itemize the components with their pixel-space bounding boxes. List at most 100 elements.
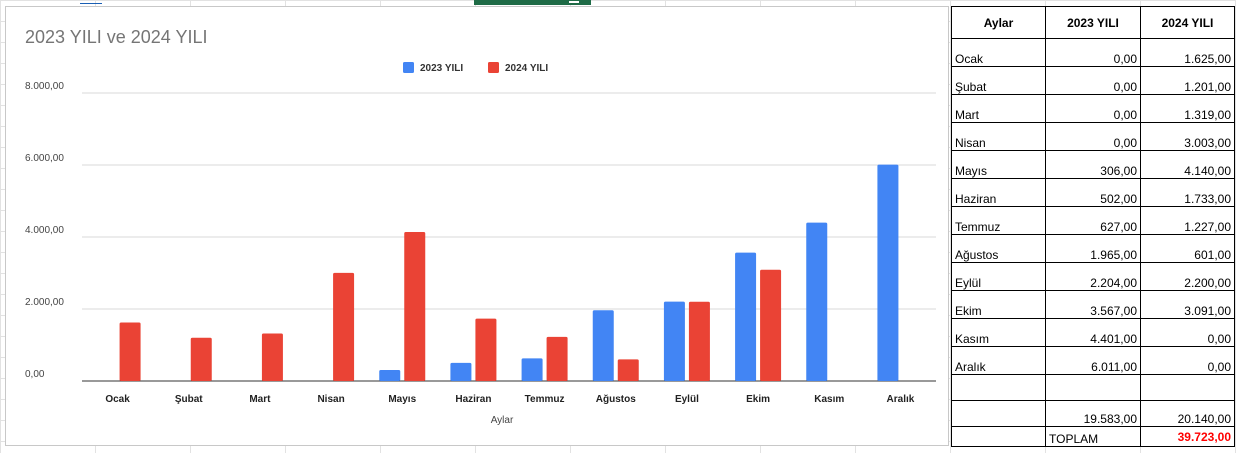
bar-2023-9[interactable] bbox=[735, 252, 757, 381]
bar-2023-8[interactable] bbox=[663, 301, 685, 381]
value-2023-cell[interactable]: 3.567,00 bbox=[1045, 290, 1141, 319]
x-category-label: Ekim bbox=[746, 394, 770, 405]
value-2023-cell[interactable]: 2.204,00 bbox=[1045, 262, 1141, 291]
bar-2023-11[interactable] bbox=[877, 164, 899, 381]
value-2024-cell[interactable]: 2.200,00 bbox=[1140, 262, 1235, 291]
value-2023-cell[interactable]: 0,00 bbox=[1045, 38, 1141, 67]
blank-cell[interactable] bbox=[1140, 374, 1235, 401]
bar-2024-0[interactable] bbox=[119, 322, 141, 382]
value-2024-cell[interactable]: 4.140,00 bbox=[1140, 150, 1235, 179]
value-2024-cell[interactable]: 1.319,00 bbox=[1140, 94, 1235, 123]
value-2023-cell[interactable]: 627,00 bbox=[1045, 206, 1141, 235]
value-2024-cell[interactable]: 3.091,00 bbox=[1140, 290, 1235, 319]
value-2023-cell[interactable]: 0,00 bbox=[1045, 66, 1141, 95]
sum-2024-cell[interactable]: 20.140,00 bbox=[1140, 400, 1235, 427]
data-table: Aylar 2023 YILI 2024 YILI Ocak 0,00 1.625,… bbox=[951, 6, 1235, 447]
toolbar-button-icon bbox=[568, 0, 580, 4]
header-2023[interactable]: 2023 YILI bbox=[1045, 6, 1141, 39]
x-category-label: Mayıs bbox=[388, 394, 416, 405]
x-axis-title: Aylar bbox=[491, 415, 514, 426]
blank-cell[interactable] bbox=[951, 374, 1046, 401]
table-row: Nisan 0,00 3.003,00 bbox=[951, 122, 1235, 151]
value-2023-cell[interactable]: 0,00 bbox=[1045, 94, 1141, 123]
bar-2024-1[interactable] bbox=[190, 337, 212, 381]
x-category-label: Ağustos bbox=[596, 394, 636, 405]
table-row: Şubat 0,00 1.201,00 bbox=[951, 66, 1235, 95]
bar-2024-3[interactable] bbox=[333, 272, 355, 381]
month-cell[interactable]: Eylül bbox=[951, 262, 1046, 291]
blank-cell[interactable] bbox=[1045, 374, 1141, 401]
month-cell[interactable]: Şubat bbox=[951, 66, 1046, 95]
value-2024-cell[interactable]: 1.733,00 bbox=[1140, 178, 1235, 207]
bar-2023-4[interactable] bbox=[379, 369, 401, 381]
x-axis-categories: Ocak Şubat Mart Nisan Mayıs Haziran Temmuz Ağus… bbox=[105, 394, 914, 405]
sum-row: 19.583,00 20.140,00 bbox=[951, 400, 1235, 427]
bar-2024-7[interactable] bbox=[617, 359, 639, 381]
value-2023-cell[interactable]: 1.965,00 bbox=[1045, 234, 1141, 263]
month-cell[interactable]: Mart bbox=[951, 94, 1046, 123]
bar-2023-7[interactable] bbox=[592, 310, 614, 381]
blank-row bbox=[951, 374, 1235, 401]
value-2024-cell[interactable]: 1.227,00 bbox=[1140, 206, 1235, 235]
total-empty-cell[interactable] bbox=[951, 426, 1046, 447]
table-body: Ocak 0,00 1.625,00 Şubat 0,00 1.201,00 Mart 0,0… bbox=[951, 38, 1235, 447]
month-cell[interactable]: Mayıs bbox=[951, 150, 1046, 179]
value-2024-cell[interactable]: 1.625,00 bbox=[1140, 38, 1235, 67]
sum-label-cell[interactable] bbox=[951, 400, 1046, 427]
y-tick-label: 4.000,00 bbox=[25, 225, 64, 236]
chart-card[interactable]: 2023 YILI ve 2024 YILI 0,00 2.000,00 4.000… bbox=[5, 6, 949, 446]
y-axis-ticks: 0,00 2.000,00 4.000,00 6.000,00 8.000,00 bbox=[25, 81, 64, 380]
x-category-label: Haziran bbox=[455, 394, 491, 405]
bar-2024-8[interactable] bbox=[688, 301, 710, 381]
legend-swatch-2024 bbox=[488, 62, 499, 73]
total-value-cell[interactable]: 39.723,00 bbox=[1140, 426, 1235, 447]
x-category-label: Nisan bbox=[317, 394, 344, 405]
legend-swatch-2023 bbox=[403, 62, 414, 73]
bar-2024-4[interactable] bbox=[404, 231, 426, 381]
total-label-cell[interactable]: TOPLAM bbox=[1045, 426, 1141, 447]
x-category-label: Şubat bbox=[175, 394, 203, 405]
bar-chart: 2023 YILI ve 2024 YILI 0,00 2.000,00 4.000… bbox=[25, 27, 936, 426]
value-2024-cell[interactable]: 1.201,00 bbox=[1140, 66, 1235, 95]
table-row: Aralık 6.011,00 0,00 bbox=[951, 346, 1235, 375]
legend-label-2024: 2024 YILI bbox=[505, 63, 548, 74]
bar-2024-9[interactable] bbox=[760, 269, 782, 381]
bar-2023-6[interactable] bbox=[521, 358, 543, 381]
top-link-fragment[interactable] bbox=[80, 0, 102, 4]
month-cell[interactable]: Ocak bbox=[951, 38, 1046, 67]
legend[interactable]: 2023 YILI 2024 YILI bbox=[403, 62, 548, 74]
value-2024-cell[interactable]: 601,00 bbox=[1140, 234, 1235, 263]
value-2023-cell[interactable]: 306,00 bbox=[1045, 150, 1141, 179]
toolbar-button-fragment[interactable] bbox=[474, 0, 591, 5]
value-2024-cell[interactable]: 3.003,00 bbox=[1140, 122, 1235, 151]
table-row: Temmuz 627,00 1.227,00 bbox=[951, 206, 1235, 235]
sum-2023-cell[interactable]: 19.583,00 bbox=[1045, 400, 1141, 427]
bar-2023-5[interactable] bbox=[450, 362, 472, 381]
x-category-label: Kasım bbox=[814, 394, 844, 405]
table-header-row: Aylar 2023 YILI 2024 YILI bbox=[951, 6, 1235, 39]
month-cell[interactable]: Nisan bbox=[951, 122, 1046, 151]
x-category-label: Aralık bbox=[887, 394, 915, 405]
bar-2024-2[interactable] bbox=[261, 333, 283, 381]
month-cell[interactable]: Ekim bbox=[951, 290, 1046, 319]
value-2024-cell[interactable]: 0,00 bbox=[1140, 318, 1235, 347]
x-category-label: Ocak bbox=[105, 394, 130, 405]
value-2024-cell[interactable]: 0,00 bbox=[1140, 346, 1235, 375]
month-cell[interactable]: Haziran bbox=[951, 178, 1046, 207]
month-cell[interactable]: Aralık bbox=[951, 346, 1046, 375]
value-2023-cell[interactable]: 6.011,00 bbox=[1045, 346, 1141, 375]
month-cell[interactable]: Ağustos bbox=[951, 234, 1046, 263]
month-cell[interactable]: Kasım bbox=[951, 318, 1046, 347]
y-tick-label: 6.000,00 bbox=[25, 153, 64, 164]
bar-2023-10[interactable] bbox=[806, 222, 828, 381]
value-2023-cell[interactable]: 502,00 bbox=[1045, 178, 1141, 207]
bars bbox=[119, 164, 899, 382]
header-2024[interactable]: 2024 YILI bbox=[1140, 6, 1235, 39]
value-2023-cell[interactable]: 0,00 bbox=[1045, 122, 1141, 151]
bar-2024-6[interactable] bbox=[546, 336, 568, 381]
x-category-label: Eylül bbox=[675, 394, 699, 405]
value-2023-cell[interactable]: 4.401,00 bbox=[1045, 318, 1141, 347]
bar-2024-5[interactable] bbox=[475, 318, 497, 381]
header-aylar[interactable]: Aylar bbox=[951, 6, 1046, 39]
month-cell[interactable]: Temmuz bbox=[951, 206, 1046, 235]
